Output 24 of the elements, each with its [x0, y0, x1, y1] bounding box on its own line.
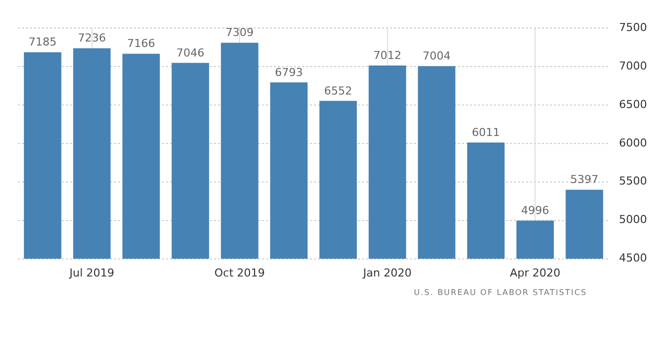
y-tick-label: 5500: [619, 174, 648, 188]
data-label: 7309: [226, 26, 254, 40]
data-label: 4996: [521, 204, 550, 217]
y-tick-label: 6500: [619, 98, 648, 111]
data-label: 7012: [373, 48, 402, 62]
x-tick-label: Jul 2019: [68, 266, 114, 280]
data-label: 7185: [28, 36, 57, 49]
x-tick-label: Jan 2020: [362, 266, 412, 280]
data-label: 7046: [176, 46, 204, 60]
data-label: 6793: [274, 66, 303, 79]
y-tick-label: 4500: [619, 252, 648, 265]
y-tick-label: 5000: [619, 213, 648, 226]
y-tick-label: 7500: [619, 20, 648, 34]
y-tick-label: 6000: [619, 136, 648, 150]
x-tick-label: Apr 2020: [510, 266, 560, 280]
data-label: 7166: [127, 37, 156, 50]
x-tick-label: Oct 2019: [214, 266, 265, 280]
data-label: 6011: [472, 126, 500, 139]
data-label: 7004: [422, 50, 451, 63]
text: U.S. BUREAU OF LABOR STATISTICS: [412, 288, 588, 297]
data-label: 6552: [324, 84, 352, 98]
y-tick-label: 7000: [619, 59, 648, 72]
data-label: 5397: [570, 173, 598, 186]
data-label: 7236: [78, 32, 106, 45]
